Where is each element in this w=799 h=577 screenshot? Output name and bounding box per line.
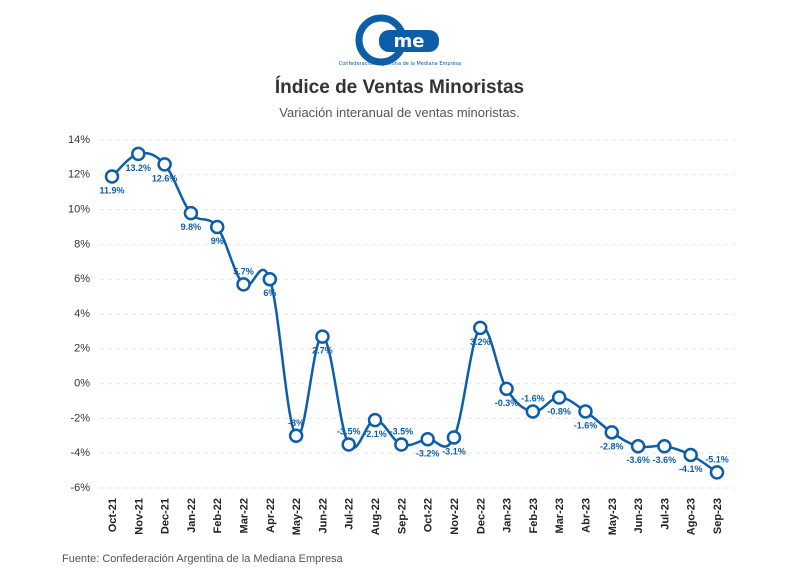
x-tick-label: Aug-22 [370,498,382,535]
data-point-sep-22 [394,437,409,452]
x-tick-label: Sep-23 [712,498,724,534]
x-tick-label: Jun-22 [317,498,329,533]
data-label: -1.6% [521,393,545,403]
data-point-jun-22 [315,329,330,344]
data-label: -3.2% [416,448,440,458]
x-tick-label: Oct-22 [423,498,435,532]
data-point-may-23 [604,425,620,440]
data-label: 3.2% [470,337,491,347]
data-point-ago-23 [683,447,698,463]
x-tick-label: Feb-23 [528,498,540,533]
data-label: 13.2% [126,163,152,173]
x-tick-label: Jul-22 [344,498,356,530]
data-point-mar-23 [551,390,567,405]
x-tick-label: Jun-23 [633,498,645,533]
data-point-jan-22 [183,205,199,221]
data-label: 2.7% [312,346,333,356]
data-label: -2.1% [363,429,387,439]
data-point-oct-21 [104,169,120,184]
data-point-jan-23 [499,381,514,397]
series-line [111,151,718,474]
chart-title: Índice de Ventas Minoristas [274,77,525,98]
data-label: -3.1% [442,447,466,457]
data-point-dec-22 [473,320,488,336]
x-tick-label: Feb-22 [212,498,224,533]
data-label: 11.9% [99,186,124,196]
y-tick-label: 6% [74,273,90,285]
chart-subtitle: Variación interanual de ventas minorista… [279,105,520,120]
x-tick-label: May-22 [291,498,303,535]
data-label: 6% [263,288,276,298]
x-tick-label: Jan-23 [502,498,514,533]
data-label: -5.1% [705,454,729,464]
data-point-abr-23 [578,404,593,419]
data-label: 9% [211,236,224,246]
x-tick-label: Apr-22 [265,498,277,533]
data-label: 5.7% [233,266,254,276]
y-tick-label: 0% [74,378,90,390]
data-label: -4.1% [679,464,703,474]
data-label: 9.8% [181,222,202,232]
data-label: -3.5% [390,427,414,437]
data-point-mar-22 [236,277,251,292]
y-tick-label: 10% [68,204,90,216]
y-tick-label: -6% [70,482,90,494]
data-label: -0.3% [495,398,519,408]
logo-caption: Confederación Argentina de la Mediana Em… [338,61,462,67]
data-point-jul-23 [657,438,672,454]
x-tick-label: Oct-21 [107,498,119,532]
data-label: -0.8% [547,407,571,417]
data-label: -1.6% [574,420,598,430]
data-point-apr-22 [262,271,278,287]
data-label: 12.6% [152,173,178,183]
x-tick-label: Dec-22 [475,498,487,534]
y-tick-label: 14% [68,134,90,146]
x-tick-label: Mar-23 [554,498,566,533]
data-point-jun-23 [630,438,646,454]
svg-text:me: me [394,31,425,52]
y-tick-label: 12% [68,169,90,181]
data-point-nov-22 [446,430,462,445]
data-point-feb-23 [525,404,541,419]
y-tick-label: 4% [74,308,90,320]
data-point-may-22 [288,428,304,444]
data-point-aug-22 [367,412,383,428]
x-tick-label: Dec-21 [160,498,172,534]
data-point-sep-23 [709,465,725,480]
y-tick-label: -4% [70,447,90,459]
data-point-jul-22 [341,437,356,452]
x-tick-label: Jul-23 [659,498,671,530]
came-logo: me [355,14,439,66]
data-point-nov-21 [131,146,146,162]
x-tick-label: May-23 [607,498,619,535]
x-tick-label: Nov-21 [133,498,145,535]
data-label: -3.6% [653,455,677,465]
y-tick-label: 2% [74,343,90,355]
x-tick-label: Nov-22 [449,498,461,535]
data-point-oct-22 [420,432,435,447]
data-label: -3% [288,418,304,428]
data-label: -3.5% [337,427,361,437]
data-point-feb-22 [209,219,225,235]
x-tick-label: Ago-23 [686,498,698,535]
data-label: -2.8% [600,441,624,451]
x-tick-label: Mar-22 [239,498,251,533]
data-label: -3.6% [626,455,650,465]
y-tick-label: 8% [74,238,90,250]
y-tick-label: -2% [70,412,90,424]
x-tick-label: Sep-22 [396,498,408,534]
x-tick-label: Jan-22 [186,498,198,533]
x-tick-label: Abr-23 [580,498,592,533]
source-footer: Fuente: Confederación Argentina de la Me… [62,553,343,565]
data-point-dec-21 [157,157,172,172]
